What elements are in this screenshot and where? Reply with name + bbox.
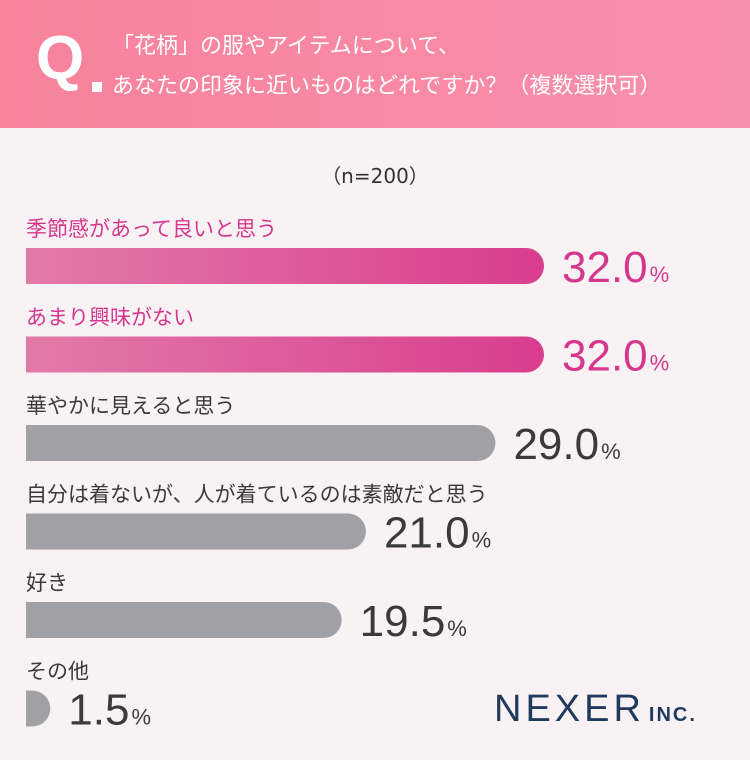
sample-size-label: （n=200） (321, 164, 429, 188)
value-label: 32.0% (562, 332, 669, 381)
logo-main-text: NEXER (494, 688, 645, 730)
category-label: 好き (26, 571, 68, 595)
value-unit: % (472, 528, 492, 553)
value-unit: % (650, 262, 670, 287)
question-q-dot (92, 82, 102, 92)
value-unit: % (447, 616, 467, 641)
value-number: 1.5 (68, 686, 129, 735)
value-number: 29.0 (513, 420, 599, 469)
value-label: 29.0% (513, 420, 620, 469)
bar (26, 248, 544, 284)
category-label: 華やかに見えると思う (26, 394, 235, 418)
category-label: あまり興味がない (26, 306, 194, 330)
question-q-mark: Q (36, 24, 85, 93)
value-label: 1.5% (68, 686, 151, 735)
bar (26, 425, 496, 461)
value-label: 19.5% (360, 597, 467, 646)
nexer-logo: NEXER INC. (494, 690, 697, 728)
category-label: 季節感があって良いと思う (26, 217, 277, 241)
bar (26, 602, 342, 638)
category-label: 自分は着ないが、人が着ているのは素敵だと思う (26, 483, 488, 507)
value-number: 19.5 (360, 597, 446, 646)
value-number: 32.0 (562, 243, 648, 292)
question-header: Q 「花柄」の服やアイテムについて、 あなたの印象に近いものはどれですか？（複数… (0, 0, 750, 128)
value-unit: % (131, 705, 151, 730)
logo-sub-text: INC. (648, 704, 697, 726)
bar (26, 336, 544, 373)
bar (26, 690, 51, 727)
value-unit: % (650, 351, 670, 376)
bar (26, 513, 366, 550)
question-text-line1: 「花柄」の服やアイテムについて、 (112, 34, 461, 59)
value-label: 21.0% (384, 509, 491, 558)
value-number: 21.0 (384, 509, 470, 558)
value-label: 32.0% (562, 243, 669, 292)
value-unit: % (601, 439, 621, 464)
question-text-line2: あなたの印象に近いものはどれですか？（複数選択可） (112, 74, 662, 99)
value-number: 32.0 (562, 332, 648, 381)
category-label: その他 (26, 660, 89, 684)
